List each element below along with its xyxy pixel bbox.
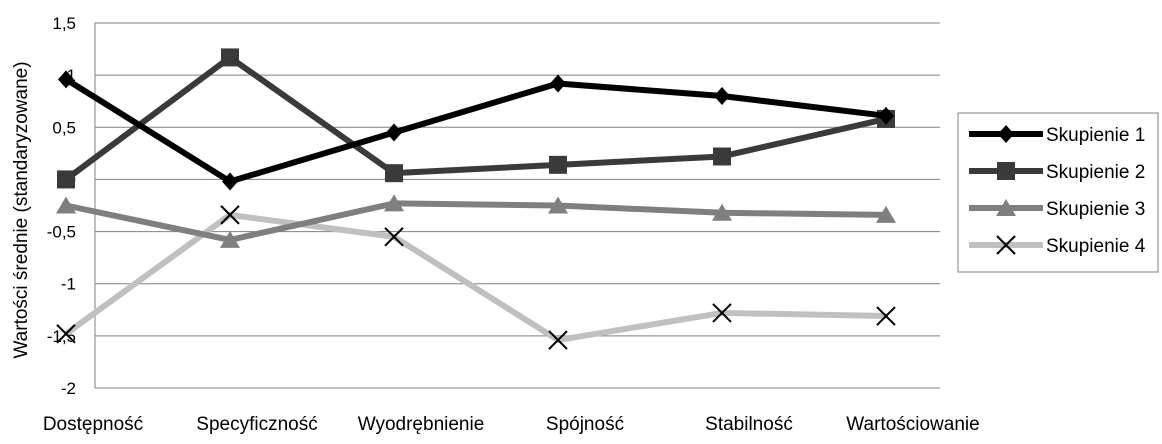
y-tick-label: -2 (61, 379, 76, 398)
legend-item: Skupienie 1 (969, 125, 1145, 146)
data-point (714, 87, 730, 105)
data-point (222, 172, 238, 191)
series-group (56, 48, 896, 350)
data-point-stroke (56, 324, 76, 344)
y-tick-label: -1 (61, 275, 76, 294)
series-1 (58, 70, 894, 191)
y-axis-label: Wartości średnie (standaryzowane) (11, 61, 32, 358)
data-point-stroke (220, 205, 240, 225)
y-tick-label: 0,5 (52, 118, 76, 137)
y-tick-label: 1,5 (52, 14, 76, 33)
data-point (712, 203, 732, 221)
data-point-stroke (548, 330, 568, 350)
legend-item: Skupienie 4 (969, 235, 1146, 257)
data-point (878, 106, 894, 125)
data-point (876, 306, 896, 326)
x-tick-label: Stabilność (705, 414, 793, 435)
data-point (56, 324, 76, 344)
series-line (65, 200, 887, 243)
data-point (220, 230, 240, 248)
legend-item: Skupienie 3 (969, 199, 1145, 220)
legend: Skupienie 1 Skupienie 2 Skupienie 3 Skupien… (957, 112, 1159, 273)
axes: 1,510,50-0,5-1-1,5-2DostępnośćSpecyficzn… (43, 14, 980, 435)
legend-item: Skupienie 2 (969, 162, 1145, 183)
data-point (57, 170, 75, 189)
data-point (385, 164, 403, 183)
legend-label: Skupienie 4 (1046, 236, 1146, 257)
data-point (384, 194, 404, 212)
data-point-stroke (996, 235, 1016, 255)
data-point (998, 125, 1014, 143)
x-tick-label: Dostępność (43, 414, 143, 435)
series-line (64, 76, 887, 185)
legend-label: Skupienie 2 (1046, 162, 1145, 183)
x-tick-label: Specyficzność (196, 414, 317, 435)
data-point (221, 48, 239, 67)
legend-label: Skupienie 3 (1046, 199, 1145, 220)
series-2 (57, 48, 895, 189)
data-point (550, 74, 566, 93)
series-3 (56, 194, 896, 248)
data-point (56, 196, 76, 214)
x-tick-label: Spójność (546, 414, 624, 435)
data-point (384, 227, 404, 247)
y-tick-label: -0,5 (47, 223, 76, 242)
data-point (58, 70, 74, 89)
data-point (713, 147, 731, 166)
data-point (548, 196, 568, 214)
data-point-stroke (384, 227, 404, 247)
data-point (996, 199, 1016, 216)
data-point (712, 303, 732, 323)
legend-label: Skupienie 1 (1046, 125, 1145, 146)
data-point-stroke (876, 306, 896, 326)
data-point-stroke (712, 303, 732, 323)
data-point (386, 123, 402, 142)
data-point (997, 162, 1015, 180)
data-point (548, 330, 568, 350)
x-tick-label: Wyodrębnienie (358, 414, 485, 435)
y-tick-label: 1 (67, 66, 76, 85)
series-line (64, 54, 887, 182)
data-point (996, 235, 1016, 255)
data-point (876, 205, 896, 223)
data-point (220, 205, 240, 225)
data-point (549, 155, 567, 174)
x-tick-label: Wartościowanie (846, 414, 979, 435)
